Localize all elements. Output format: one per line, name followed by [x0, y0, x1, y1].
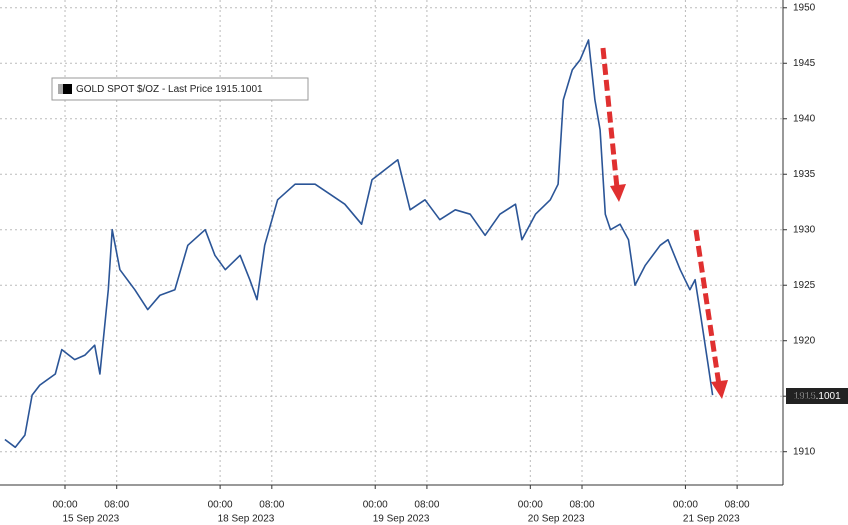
- x-tick-label: 00:00: [208, 500, 233, 511]
- arrow-head: [610, 184, 626, 202]
- x-tick-label: 08:00: [414, 500, 439, 511]
- y-tick-label: 1935: [793, 169, 816, 180]
- y-tick-label: 1945: [793, 58, 816, 69]
- y-tick-label: 1910: [793, 446, 816, 457]
- x-date-label: 19 Sep 2023: [373, 514, 430, 525]
- x-tick-label: 00:00: [673, 500, 698, 511]
- legend-box: [51, 77, 309, 101]
- x-date-label: 20 Sep 2023: [528, 514, 585, 525]
- x-tick-label: 08:00: [259, 500, 284, 511]
- legend-swatch: [63, 84, 72, 94]
- legend-swatch: [58, 84, 63, 94]
- arrow-shaft: [600, 47, 620, 189]
- y-tick-label: 1940: [793, 113, 816, 124]
- y-tick-label: 1925: [793, 280, 816, 291]
- y-tick-label: 1950: [793, 2, 816, 13]
- arrow-head: [711, 380, 728, 399]
- x-tick-label: 00:00: [52, 500, 77, 511]
- x-tick-label: 08:00: [569, 500, 594, 511]
- x-date-label: 18 Sep 2023: [218, 514, 275, 525]
- x-date-label: 21 Sep 2023: [683, 514, 740, 525]
- y-tick-label: 1920: [793, 335, 816, 346]
- last-price-box: [786, 388, 848, 404]
- arrows: [600, 47, 722, 386]
- x-tick-label: 08:00: [104, 500, 129, 511]
- y-tick-label: 1930: [793, 224, 816, 235]
- x-tick-label: 08:00: [725, 500, 750, 511]
- price-line: [4, 39, 714, 449]
- arrow-shaft: [693, 229, 722, 386]
- x-tick-label: 00:00: [363, 500, 388, 511]
- y-tick-label: 1915: [793, 391, 816, 402]
- x-tick-label: 00:00: [518, 500, 543, 511]
- plot-area: [0, 0, 783, 485]
- x-date-label: 15 Sep 2023: [63, 514, 120, 525]
- legend-text: GOLD SPOT $/OZ - Last Price 1915.1001: [76, 84, 263, 95]
- last-price-label: 1915.1001: [793, 391, 841, 402]
